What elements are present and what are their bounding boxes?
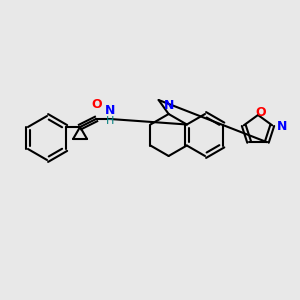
Text: O: O	[92, 98, 102, 111]
Text: H: H	[106, 116, 114, 126]
Text: N: N	[105, 104, 115, 117]
Text: O: O	[256, 106, 266, 119]
Text: N: N	[277, 120, 288, 133]
Text: N: N	[164, 99, 174, 112]
